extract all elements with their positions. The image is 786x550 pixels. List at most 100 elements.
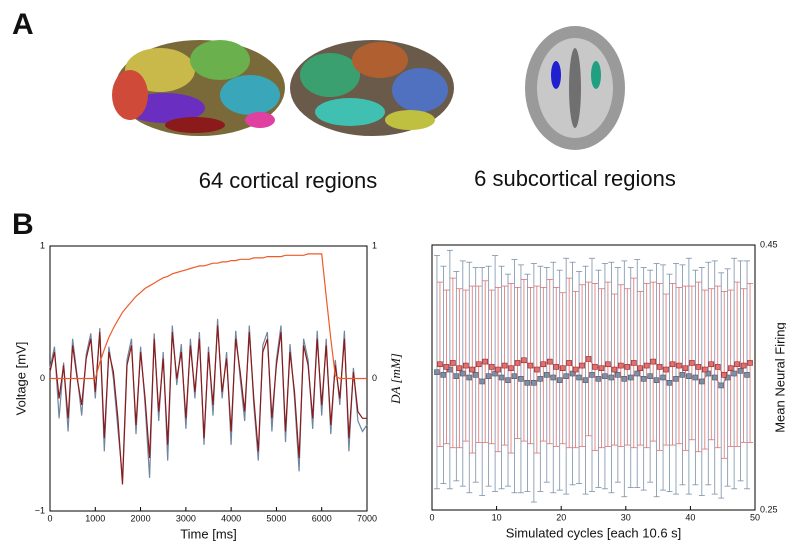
x-tick-label: 2000 [131, 513, 151, 523]
marker [682, 365, 689, 372]
marker [731, 370, 737, 377]
marker [711, 374, 718, 381]
marker [459, 370, 466, 377]
marker [666, 379, 673, 386]
marker [550, 374, 557, 381]
marker [676, 362, 682, 369]
marker [521, 357, 527, 364]
x-tick-label: 3000 [176, 513, 196, 523]
x-tick-label: 5000 [266, 513, 286, 523]
marker [479, 378, 485, 385]
marker [695, 364, 702, 370]
marker [475, 361, 482, 368]
marker [443, 364, 450, 370]
marker [472, 372, 479, 378]
x-tick-label: 6000 [312, 513, 332, 523]
marker [708, 361, 715, 368]
marker [605, 361, 611, 368]
y-tick-label: 0.45 [760, 239, 778, 249]
marker [737, 368, 744, 374]
marker [702, 366, 708, 373]
marker [643, 362, 650, 369]
marker [595, 376, 602, 382]
y-axis-label: Mean Neural Firing [772, 322, 786, 433]
marker [495, 366, 501, 373]
x-tick-label: 20 [556, 512, 566, 522]
y2-tick-label: 1 [372, 240, 377, 250]
y2-tick-label: 0 [372, 373, 377, 383]
marker [624, 364, 631, 370]
marker [585, 356, 592, 362]
marker [569, 370, 576, 377]
right-hemisphere [290, 40, 454, 136]
marker [488, 364, 495, 370]
marker [453, 373, 460, 379]
x-tick-label: 10 [492, 512, 502, 522]
marker [566, 360, 572, 366]
marker [514, 360, 521, 366]
x-tick-label: 50 [750, 512, 760, 522]
y-tick-label: 0 [40, 373, 45, 383]
marker [740, 362, 747, 369]
series-line [49, 318, 368, 478]
marker [501, 362, 508, 369]
marker [611, 366, 618, 373]
marker [524, 379, 531, 386]
marker [508, 365, 514, 372]
marker [602, 373, 608, 379]
x-axis-label: Simulated cycles [each 10.6 s] [506, 525, 682, 540]
plot-frame [431, 244, 756, 511]
marker [440, 372, 447, 378]
marker [582, 377, 589, 383]
marker [589, 372, 595, 378]
marker [537, 376, 544, 382]
marker [721, 372, 728, 378]
marker [718, 382, 725, 389]
marker [634, 370, 641, 377]
marker [744, 372, 750, 378]
marker [621, 376, 628, 382]
marker [699, 378, 705, 385]
marker [663, 366, 669, 373]
y-axis-label: Voltage [mV] [13, 342, 28, 416]
marker [653, 377, 660, 383]
series-line [50, 253, 367, 380]
marker [627, 374, 634, 381]
marker [650, 358, 656, 365]
marker [456, 365, 463, 372]
marker [437, 361, 443, 368]
marker [598, 365, 605, 372]
marker [534, 366, 540, 373]
x-tick-label: 30 [621, 512, 631, 522]
marker [462, 362, 469, 369]
marker [518, 376, 524, 382]
y-tick-label: −1 [35, 505, 45, 515]
marker [485, 373, 492, 379]
marker [608, 374, 615, 381]
marker [469, 366, 476, 373]
marker [531, 379, 537, 386]
marker [592, 364, 598, 370]
marker [689, 360, 695, 366]
caption: 6 subcortical regions [474, 166, 676, 191]
y-tick-label: 0.25 [760, 504, 778, 514]
marker [572, 366, 579, 373]
x-tick-label: 1000 [85, 513, 105, 523]
marker [527, 362, 534, 369]
left-hemisphere [112, 40, 285, 136]
marker [714, 364, 721, 370]
axial-slice [525, 26, 625, 150]
marker [734, 361, 740, 368]
marker [640, 376, 647, 382]
marker [686, 373, 692, 379]
marker [543, 372, 550, 378]
marker [511, 373, 518, 379]
series-line [49, 325, 367, 485]
marker [450, 360, 456, 366]
panel-label: A [12, 8, 34, 41]
marker [656, 364, 663, 370]
x-tick-label: 0 [47, 513, 52, 523]
marker [615, 372, 621, 378]
caption: 64 cortical regions [199, 168, 378, 193]
